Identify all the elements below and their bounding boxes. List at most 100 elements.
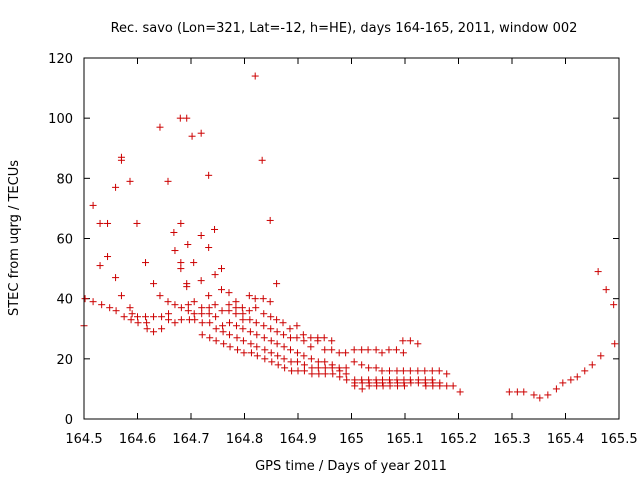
data-point bbox=[378, 367, 386, 375]
data-point bbox=[198, 310, 206, 318]
y-axis-label: STEC from uqrg / TECUs bbox=[7, 160, 22, 316]
data-point bbox=[273, 316, 281, 324]
data-point bbox=[429, 382, 437, 390]
data-point bbox=[513, 388, 521, 396]
y-tick-label: 40 bbox=[56, 293, 73, 308]
data-point bbox=[96, 219, 104, 227]
data-point bbox=[449, 382, 457, 390]
data-point bbox=[358, 346, 366, 354]
data-point bbox=[197, 231, 205, 239]
data-point bbox=[414, 340, 422, 348]
data-point bbox=[212, 313, 220, 321]
data-point bbox=[120, 313, 128, 321]
data-point bbox=[188, 132, 196, 140]
data-point bbox=[259, 295, 267, 303]
data-point bbox=[443, 370, 451, 378]
data-point bbox=[232, 304, 240, 312]
data-point bbox=[328, 337, 336, 345]
axis-ticks: 164.5 164.6 164.7 164.8 164.9 165 165.1 165.2 16… bbox=[48, 52, 637, 447]
data-point bbox=[267, 325, 275, 333]
data-point bbox=[184, 241, 192, 249]
data-point bbox=[143, 319, 151, 327]
data-point bbox=[611, 340, 619, 348]
data-point bbox=[559, 379, 567, 387]
data-point bbox=[239, 310, 247, 318]
data-point bbox=[177, 219, 185, 227]
data-point bbox=[400, 379, 408, 387]
data-point bbox=[315, 370, 323, 378]
data-point bbox=[314, 358, 322, 366]
data-point bbox=[342, 364, 350, 372]
data-point bbox=[581, 367, 589, 375]
data-point bbox=[342, 349, 350, 357]
data-point bbox=[219, 328, 227, 336]
data-point bbox=[597, 352, 605, 360]
data-point bbox=[273, 328, 281, 336]
data-point bbox=[267, 337, 275, 345]
data-point bbox=[336, 367, 344, 375]
data-point bbox=[300, 337, 308, 345]
data-point bbox=[321, 364, 329, 372]
data-point bbox=[365, 382, 373, 390]
x-tick-label: 165.3 bbox=[493, 432, 530, 447]
data-point bbox=[211, 225, 219, 233]
data-point bbox=[351, 382, 359, 390]
data-point bbox=[205, 171, 213, 179]
x-tick-label: 165.2 bbox=[440, 432, 477, 447]
data-point bbox=[399, 337, 407, 345]
data-point bbox=[197, 129, 205, 137]
data-point bbox=[288, 367, 296, 375]
data-point bbox=[260, 310, 268, 318]
data-point bbox=[393, 376, 401, 384]
data-point bbox=[217, 265, 225, 273]
data-point bbox=[260, 322, 268, 330]
data-point bbox=[177, 316, 185, 324]
data-point bbox=[443, 382, 451, 390]
data-point bbox=[407, 379, 415, 387]
data-point bbox=[414, 379, 422, 387]
data-point bbox=[225, 301, 233, 309]
data-point bbox=[133, 219, 141, 227]
data-point bbox=[156, 292, 164, 300]
data-point bbox=[158, 325, 166, 333]
data-point bbox=[165, 316, 173, 324]
data-point bbox=[212, 325, 220, 333]
y-tick-label: 60 bbox=[56, 233, 73, 248]
data-point bbox=[226, 319, 234, 327]
data-point bbox=[385, 367, 393, 375]
data-point bbox=[206, 319, 214, 327]
data-point bbox=[428, 367, 436, 375]
data-point bbox=[365, 376, 373, 384]
data-point bbox=[267, 313, 275, 321]
data-point bbox=[177, 259, 185, 267]
data-point bbox=[220, 340, 228, 348]
data-point bbox=[273, 280, 281, 288]
data-point bbox=[573, 373, 581, 381]
data-point bbox=[176, 114, 184, 122]
y-tick-label: 0 bbox=[65, 413, 73, 428]
data-point bbox=[261, 355, 269, 363]
data-point bbox=[239, 337, 247, 345]
data-point bbox=[378, 349, 386, 357]
data-point bbox=[134, 313, 141, 321]
data-point bbox=[98, 301, 106, 309]
data-point bbox=[218, 307, 226, 315]
data-point bbox=[170, 228, 178, 236]
data-point bbox=[350, 358, 358, 366]
data-point bbox=[198, 319, 206, 327]
y-tick-label: 100 bbox=[48, 112, 73, 127]
data-point bbox=[234, 346, 242, 354]
data-point bbox=[252, 319, 260, 327]
data-point bbox=[287, 358, 295, 366]
data-point bbox=[127, 316, 135, 324]
data-point bbox=[205, 304, 213, 312]
data-point bbox=[150, 280, 158, 288]
data-point bbox=[536, 394, 544, 402]
data-point bbox=[190, 310, 198, 318]
data-point bbox=[96, 262, 104, 270]
data-point bbox=[81, 295, 89, 303]
data-point bbox=[293, 334, 301, 342]
data-point bbox=[385, 346, 393, 354]
data-point bbox=[436, 382, 444, 390]
data-point bbox=[267, 349, 275, 357]
